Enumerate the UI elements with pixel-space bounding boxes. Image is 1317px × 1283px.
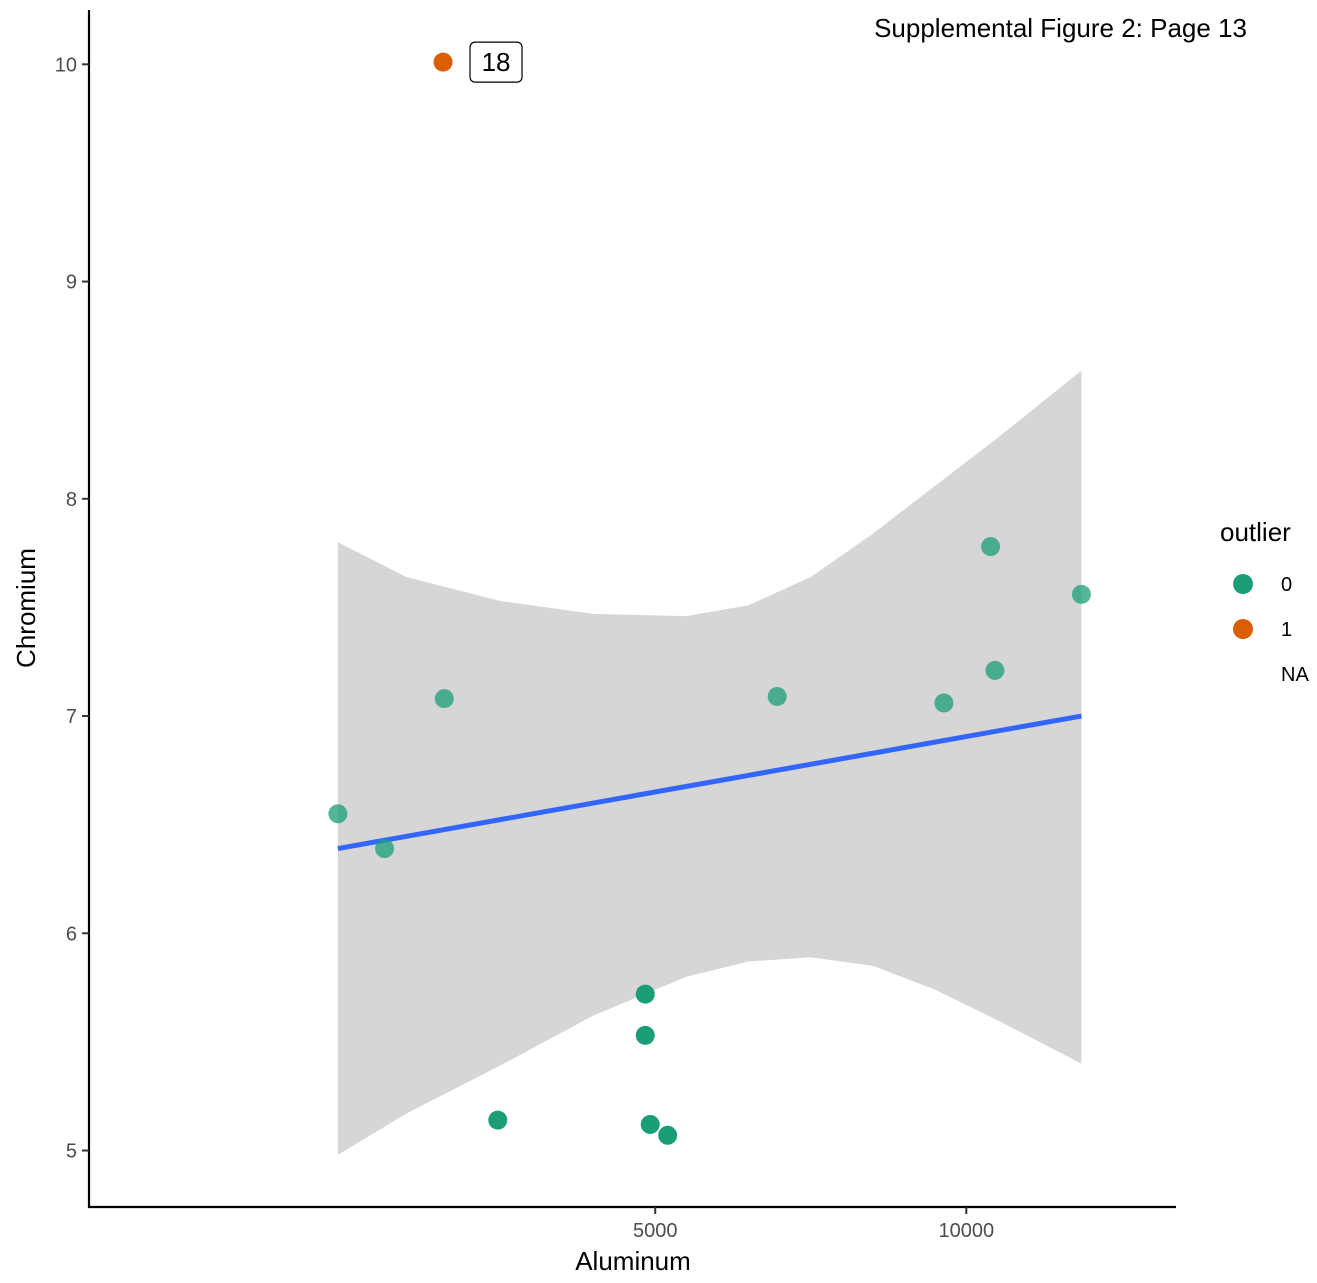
legend-title: outlier — [1220, 517, 1291, 547]
y-tick-label: 5 — [66, 1141, 77, 1163]
y-tick-label: 7 — [66, 706, 77, 728]
points-layer — [328, 52, 1091, 1145]
data-point — [985, 660, 1005, 680]
legend-label: 1 — [1281, 619, 1292, 641]
data-point — [434, 689, 454, 709]
data-point — [934, 693, 954, 713]
page-caption: Supplemental Figure 2: Page 13 — [874, 13, 1247, 43]
x-tick-label: 5000 — [633, 1220, 678, 1242]
x-tick-label: 10000 — [939, 1220, 995, 1242]
y-tick-label: 6 — [66, 923, 77, 945]
legend-label: 0 — [1281, 574, 1292, 596]
y-tick-label: 8 — [66, 489, 77, 511]
fit-line-layer — [337, 713, 1082, 852]
axes-layer: 5 6 7 8 9 10 5000 10000 — [55, 10, 1176, 1242]
data-point — [640, 1114, 660, 1134]
data-point — [433, 52, 453, 72]
legend-key — [1233, 619, 1253, 639]
data-point — [981, 537, 1001, 557]
data-point — [375, 839, 395, 859]
y-tick-label: 10 — [55, 54, 77, 76]
point-label-box — [469, 41, 523, 83]
legend-key — [1233, 574, 1253, 594]
data-point — [767, 686, 787, 706]
data-point — [1071, 584, 1091, 604]
data-point — [635, 1025, 655, 1045]
legend: outlier 0 1 NA — [1220, 517, 1309, 686]
confidence-band — [337, 370, 1082, 1155]
regression-line — [337, 713, 1082, 852]
x-axis-title: Aluminum — [575, 1246, 691, 1276]
point-labels-layer: 18 — [469, 41, 523, 83]
y-axis-title: Chromium — [11, 548, 41, 668]
y-tick-label: 9 — [66, 272, 77, 294]
data-point — [328, 804, 348, 824]
data-point — [635, 984, 655, 1004]
data-point — [488, 1110, 508, 1130]
data-point — [658, 1125, 678, 1145]
confidence-band-layer — [337, 370, 1082, 1155]
point-label: 18 — [482, 47, 511, 77]
legend-label: NA — [1281, 664, 1309, 686]
